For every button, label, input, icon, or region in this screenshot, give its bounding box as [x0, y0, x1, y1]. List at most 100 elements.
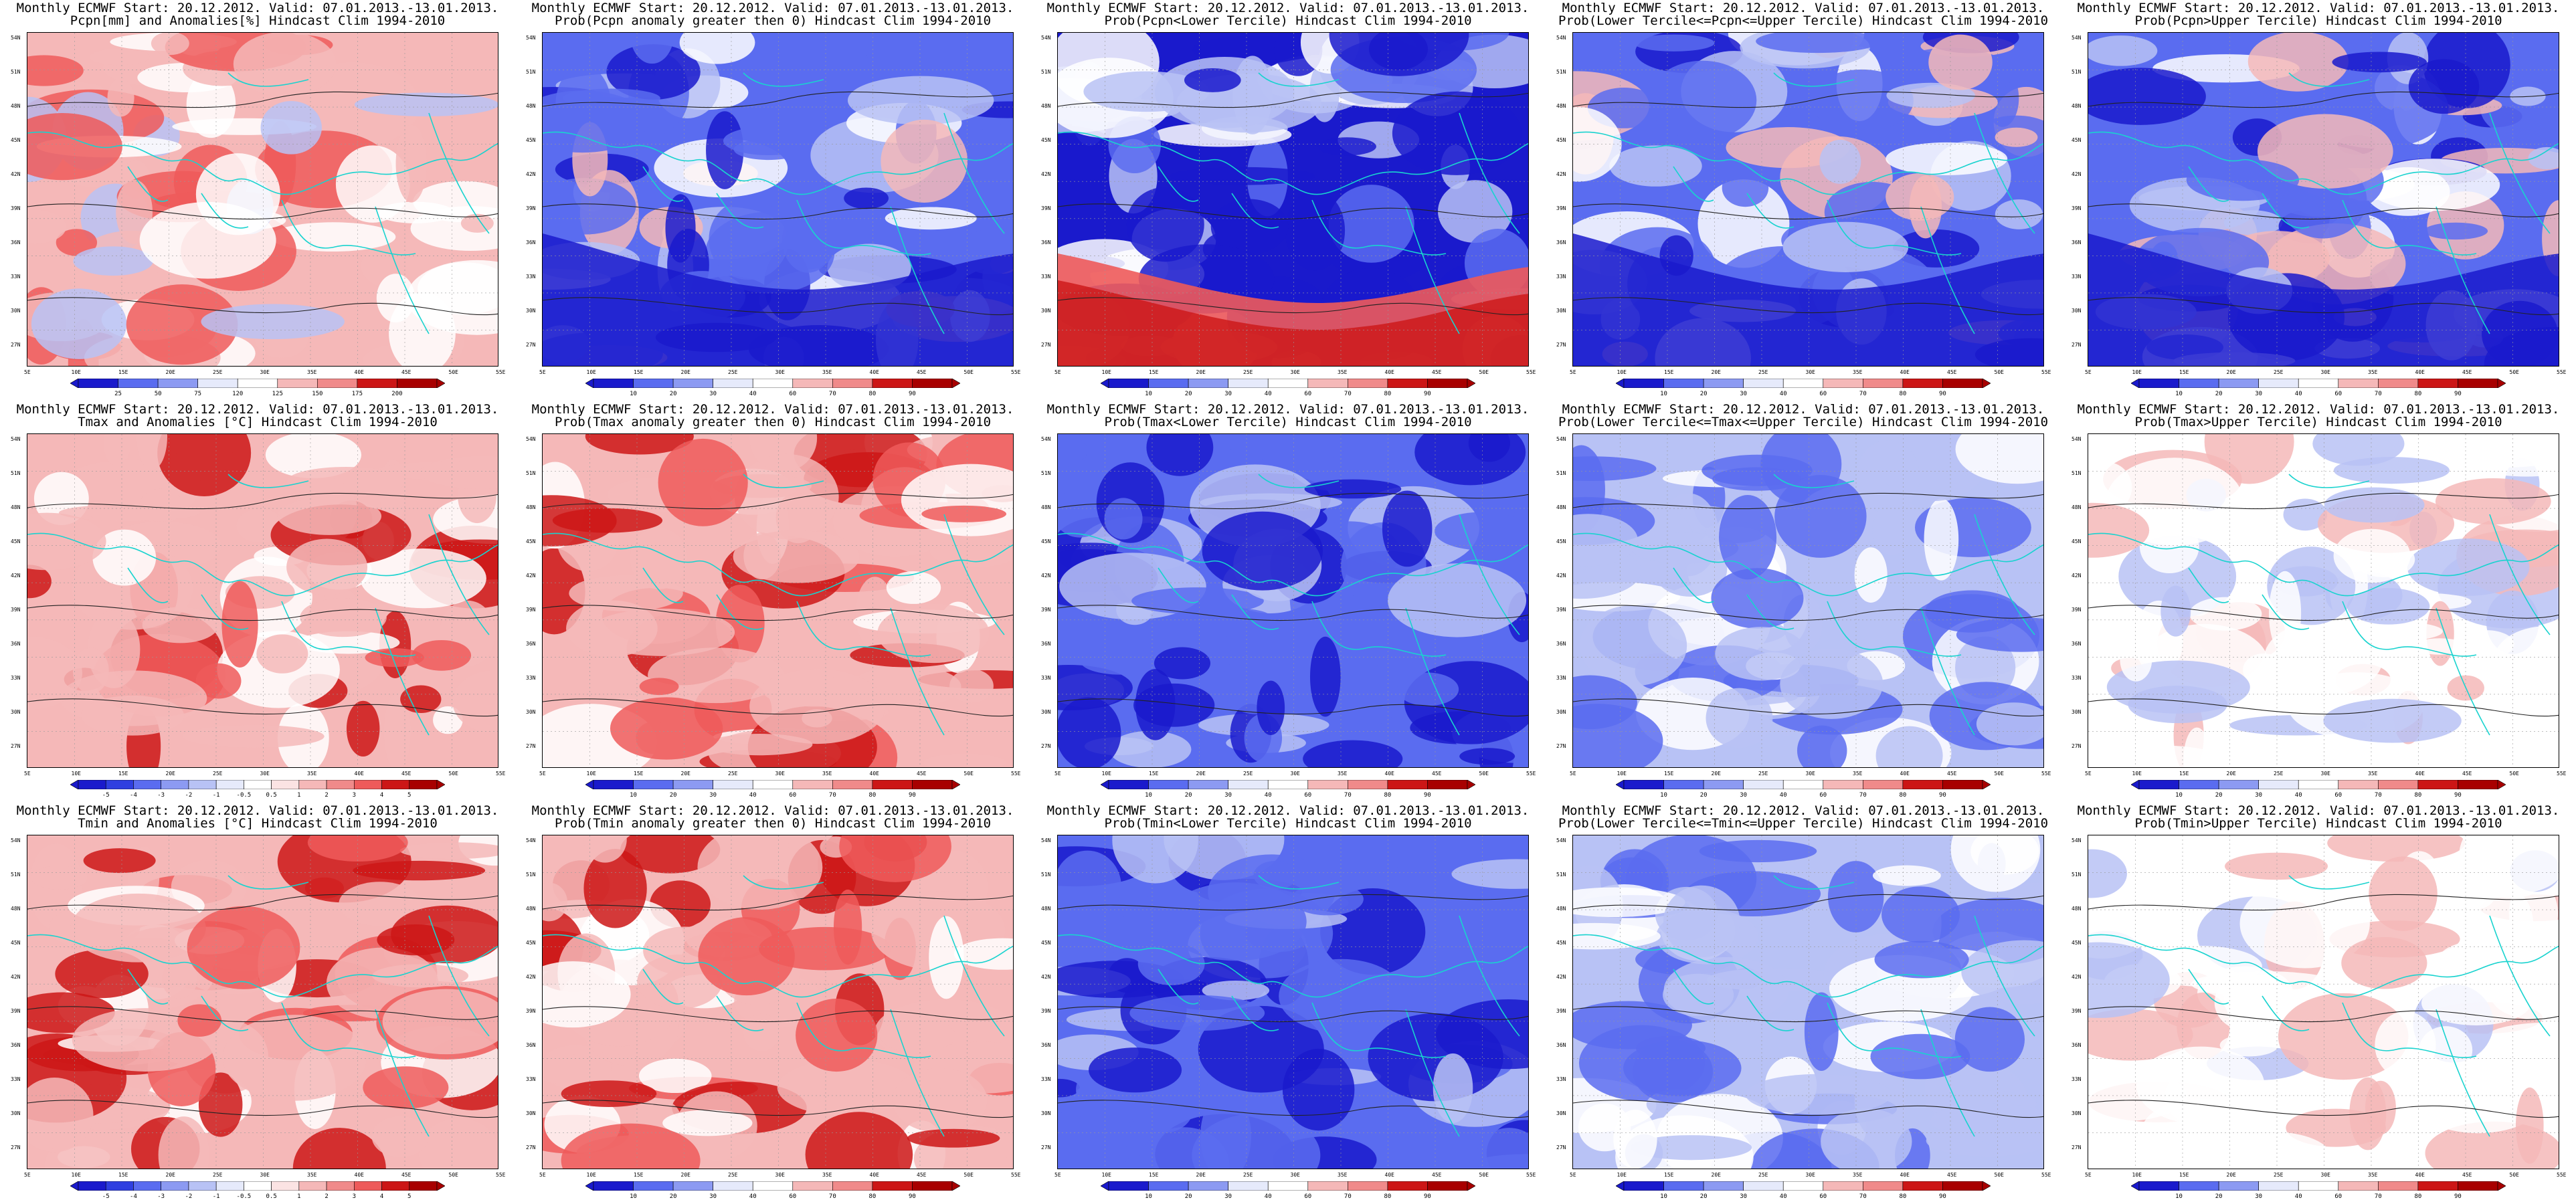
latitude-label: 42N: [2072, 974, 2082, 980]
latitude-label: 30N: [1556, 308, 1566, 314]
longitude-label: 25E: [213, 369, 223, 375]
field-blob: [1112, 835, 1198, 884]
field-blob: [1104, 498, 1143, 540]
longitude-label: 15E: [634, 771, 644, 777]
field-blob: [411, 639, 472, 671]
field-blob: [1083, 71, 1210, 112]
panel-subtitle: Prob(Tmin>Upper Tercile) Hindcast Clim 1…: [2134, 816, 2502, 831]
longitude-label: 25E: [2274, 771, 2284, 777]
longitude-label: 10E: [2132, 369, 2142, 375]
colorbar-tick-label: 20: [669, 792, 677, 799]
panel-title: Monthly ECMWF Start: 20.12.2012. Valid: …: [531, 803, 1014, 818]
latitude-label: 54N: [2072, 436, 2082, 442]
field-blob: [2407, 538, 2530, 596]
field-blob: [1573, 704, 1663, 767]
latitude-label: 27N: [11, 342, 21, 348]
field-blob: [363, 1066, 449, 1109]
field-blob: [2247, 33, 2349, 92]
longitude-label: 40E: [1900, 1172, 1910, 1178]
longitude-label: 25E: [2274, 369, 2284, 375]
field-blob: [1578, 1103, 1631, 1152]
longitude-label: 5E: [1570, 1172, 1576, 1178]
field-blob: [638, 1058, 712, 1094]
field-blob: [413, 181, 498, 223]
field-blob: [89, 48, 150, 66]
colorbar-tick-label: -3: [157, 1193, 165, 1200]
field-blob: [2408, 59, 2480, 114]
field-blob: [847, 76, 994, 125]
longitude-label: 45E: [1432, 369, 1442, 375]
field-blob: [195, 663, 242, 699]
colorbar-segment: [2258, 379, 2299, 388]
colorbar-segment: [2338, 1181, 2379, 1191]
colorbar-segment: [2458, 780, 2498, 789]
colorbar-ticks: -5 -4 -3 -2 -1 -0.5 0.5 1 2 3 4 5: [70, 1193, 445, 1201]
longitude-label: 15E: [1149, 771, 1159, 777]
field-blob: [1126, 187, 1204, 262]
latitude-label: 39N: [526, 607, 536, 613]
longitude-label: 40E: [1900, 771, 1910, 777]
field-blob: [1240, 434, 1352, 467]
panel-title: Monthly ECMWF Start: 20.12.2012. Valid: …: [1046, 1, 1530, 15]
colorbar-tick-label: 60: [2334, 391, 2342, 397]
field-blob: [2088, 35, 2158, 66]
colorbar-segment: [2417, 379, 2458, 388]
longitude-label: 10E: [1101, 369, 1111, 375]
latitude-label: 39N: [11, 1008, 21, 1014]
colorbar-segment: [593, 780, 634, 789]
field-blob: [1451, 859, 1528, 889]
colorbar-segment: [713, 1181, 753, 1191]
contour-lines: [1573, 894, 2043, 1118]
colorbar-segment: [277, 379, 318, 388]
colorbar-segment: [1703, 780, 1744, 789]
latitude-label: 33N: [526, 675, 536, 681]
longitude-label: 10E: [1617, 771, 1627, 777]
longitude-label: 50E: [1479, 1172, 1489, 1178]
latitude-label: 51N: [11, 872, 21, 878]
contour-lines: [543, 894, 1013, 1118]
longitude-label: 35E: [1853, 771, 1863, 777]
field-blob: [1633, 34, 1715, 52]
field-blob: [2375, 1011, 2436, 1079]
colorbar-segment: [872, 379, 913, 388]
longitude-label: 25E: [1243, 1172, 1253, 1178]
longitude-label: 45E: [1432, 1172, 1442, 1178]
colorbar-tick-label: -2: [185, 792, 193, 799]
latitude-label: 54N: [11, 837, 21, 843]
longitude-label: 20E: [2226, 369, 2236, 375]
latitude-label: 42N: [1556, 171, 1566, 177]
latitude-label: 39N: [11, 205, 21, 211]
forecast-map: [542, 433, 1014, 768]
latitude-label: 36N: [1041, 1042, 1051, 1048]
panel-title: Monthly ECMWF Start: 20.12.2012. Valid: …: [2077, 402, 2560, 417]
colorbar-tick-label: 80: [2414, 792, 2422, 799]
field-blob: [233, 33, 337, 96]
field-blob: [1340, 456, 1386, 478]
colorbar-segment: [1228, 1181, 1269, 1191]
longitude-label: 5E: [539, 369, 546, 375]
longitude-label: 10E: [586, 1172, 596, 1178]
latitude-label: 30N: [2072, 1110, 2082, 1116]
longitude-label: 35E: [2368, 1172, 2378, 1178]
colorbar-segment: [832, 1181, 873, 1191]
colorbar-segment: [2179, 1181, 2219, 1191]
colorbar-tick-label: 40: [2294, 792, 2302, 799]
longitude-label: 50E: [448, 369, 458, 375]
field-blob: [2324, 487, 2425, 523]
latitude-label: 36N: [11, 1042, 21, 1048]
field-blob: [27, 636, 82, 710]
colorbar-tick-label: 10: [1145, 391, 1152, 397]
latitude-label: 48N: [526, 906, 536, 912]
field-blob: [1368, 33, 1428, 70]
latitude-label: 36N: [1556, 641, 1566, 647]
colorbar-segment: [354, 1181, 382, 1191]
latitude-label: 42N: [1041, 573, 1051, 579]
field-blob: [1930, 1103, 2043, 1138]
latitude-label: 48N: [1556, 504, 1566, 510]
field-blob: [177, 1004, 222, 1037]
colorbar-segment: [1863, 1181, 1904, 1191]
colorbar-tick-label: 80: [2414, 1193, 2422, 1200]
latitude-label: 33N: [2072, 1076, 2082, 1082]
field-blob: [201, 304, 345, 340]
field-blob: [733, 138, 804, 161]
